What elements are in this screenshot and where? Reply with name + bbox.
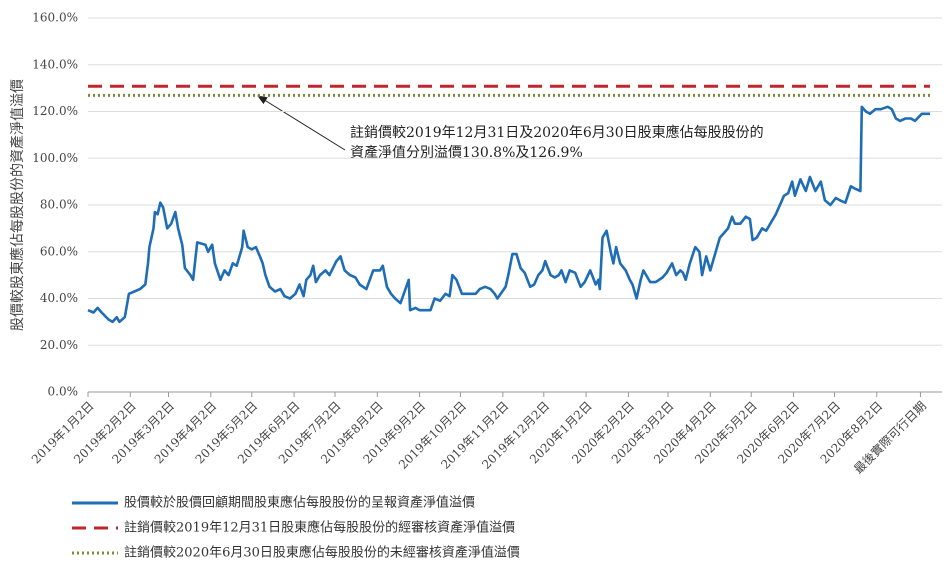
annotation-arrow	[257, 95, 346, 151]
legend-label: 註銷價較2020年6月30日股東應佔每股股份的未經審核資產淨值溢價	[124, 545, 520, 561]
y-tick-label: 80.0%	[40, 198, 78, 212]
legend-label: 註銷價較2019年12月31日股東應佔每股股份的經審核資產淨值溢價	[124, 520, 515, 536]
y-tick-label: 160.0%	[32, 11, 78, 25]
y-tick-label: 20.0%	[40, 338, 78, 352]
series-line	[87, 105, 930, 324]
y-tick-label: 120.0%	[32, 104, 78, 118]
x-tick-label: 最後實際可行日期	[851, 398, 929, 476]
y-axis-label: 股價較股東應佔每股股份的資產淨值溢價	[9, 79, 26, 331]
y-tick-label: 0.0%	[48, 385, 79, 399]
annotation: 註銷價較2019年12月31日及2020年6月30日股東應佔每股股份的	[350, 124, 764, 141]
y-tick-label: 40.0%	[40, 291, 78, 305]
y-tick-label: 100.0%	[32, 151, 78, 165]
legend-label: 股價較於股價回顧期間股東應佔每股股份的呈報資產淨值溢價	[124, 495, 475, 511]
y-tick-label: 140.0%	[32, 57, 78, 71]
y-tick-label: 60.0%	[40, 244, 78, 258]
annotation: 資產淨值分別溢價130.8%及126.9%	[350, 144, 583, 161]
